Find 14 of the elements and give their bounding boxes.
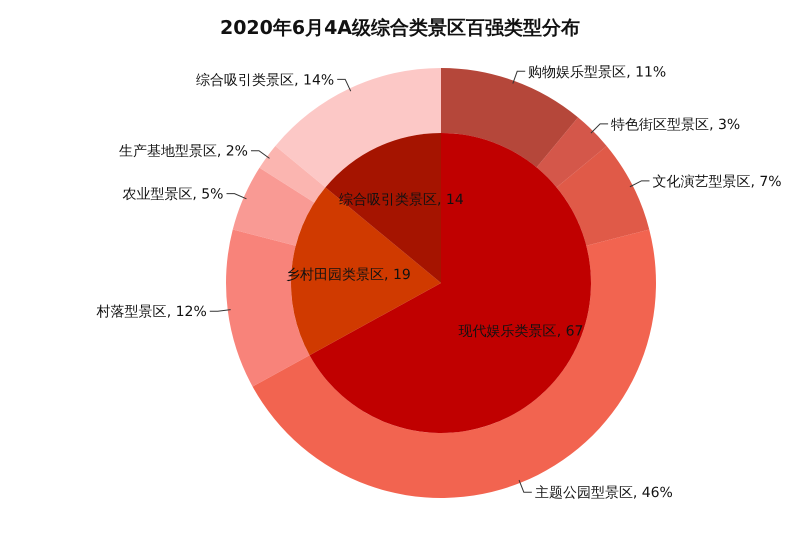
slice-label: 农业型景区, 5% xyxy=(122,186,224,203)
slice-label: 主题公园型景区, 46% xyxy=(534,485,673,502)
slice-label: 文化演艺型景区, 7% xyxy=(652,174,782,190)
pie-slice xyxy=(325,133,441,283)
chart-title: 2020年6月4A级综合类景区百强类型分布 xyxy=(220,17,580,39)
slice-label: 生产基地型景区, 2% xyxy=(118,144,248,160)
slice-label: 特色街区型景区, 3% xyxy=(611,116,740,133)
slice-label: 综合吸引类景区, 14% xyxy=(196,72,334,88)
slice-label: 现代娱乐类景区, 67 xyxy=(458,323,584,340)
slice-label: 购物娱乐型景区, 11% xyxy=(528,64,666,80)
donut-slice xyxy=(259,146,326,203)
slice-label: 村落型景区, 12% xyxy=(96,304,207,320)
donut-slice xyxy=(232,168,314,246)
slice-label: 综合吸引类景区, 14 xyxy=(339,192,464,208)
